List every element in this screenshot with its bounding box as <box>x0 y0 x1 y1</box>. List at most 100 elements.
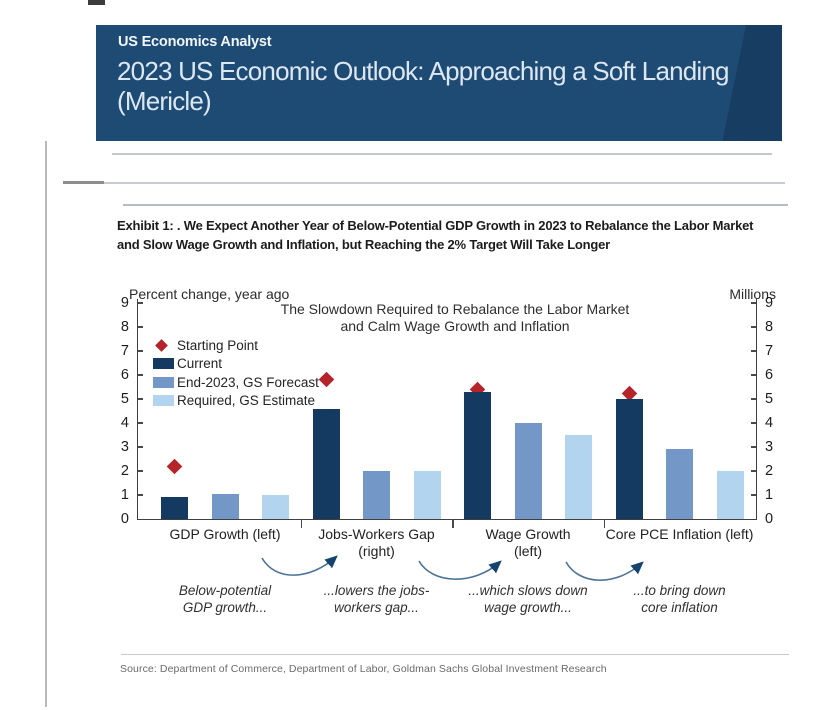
tick-label-right-1: 1 <box>765 487 774 503</box>
annotation-1: Below-potential GDP growth... <box>178 583 272 615</box>
tick-right-4 <box>751 422 756 424</box>
category-label-jobs-workers-gap: Jobs-Workers Gap (right) <box>318 526 435 559</box>
legend-item: Starting Point <box>150 336 319 355</box>
tick-left-9 <box>138 302 143 304</box>
legend-swatch-icon <box>153 376 174 388</box>
annotation-3: ...which slows down wage growth... <box>468 583 588 615</box>
legend-diamond-icon <box>155 338 168 352</box>
tick-label-left-2: 2 <box>120 463 129 479</box>
bar-current-wage-growth <box>464 391 491 519</box>
legend-label: End-2023, GS Forecast <box>177 374 319 390</box>
tick-label-left-1: 1 <box>120 487 129 503</box>
bar-required-gs-estimate-core-pce-inflation-left <box>716 471 744 519</box>
tick-label-left-8: 8 <box>120 319 129 335</box>
legend-item: End-2023, GS Forecast <box>150 373 319 392</box>
tick-left-5 <box>138 398 143 400</box>
annotation-4: ...to bring down core inflation <box>633 583 726 615</box>
chart-title-line2: and Calm Wage Growth and Inflation <box>340 318 570 334</box>
tick-label-right-8: 8 <box>765 319 774 335</box>
category-separator-2 <box>452 519 454 528</box>
bar-required-gs-estimate-jobs-workers-gap <box>413 471 441 519</box>
tick-label-right-3: 3 <box>765 439 774 455</box>
tick-right-7 <box>751 350 756 352</box>
bar-end-2023-gs-forecast-gdp-growth-left <box>211 493 239 519</box>
y-axis-left <box>137 299 139 520</box>
legend-label: Current <box>177 356 223 372</box>
tick-left-2 <box>138 470 143 472</box>
horizontal-rule-1 <box>112 153 772 155</box>
y-axis-right <box>756 299 758 520</box>
report-banner: US Economics Analyst 2023 US Economic Ou… <box>96 25 782 141</box>
tick-right-3 <box>751 446 756 448</box>
tick-label-left-4: 4 <box>120 415 129 431</box>
tick-label-right-5: 5 <box>765 391 774 407</box>
tick-label-left-5: 5 <box>120 391 129 407</box>
bar-required-gs-estimate-wage-growth <box>565 435 592 519</box>
tick-left-3 <box>138 446 143 448</box>
tick-left-7 <box>138 350 143 352</box>
category-separator-1 <box>300 519 303 528</box>
tick-right-2 <box>751 470 756 472</box>
bar-end-2023-gs-forecast-jobs-workers-gap <box>363 471 390 519</box>
tick-label-right-0: 0 <box>765 511 774 527</box>
bar-end-2023-gs-forecast-core-pce-inflation-left <box>666 449 693 519</box>
x-axis <box>137 519 757 521</box>
tick-label-left-7: 7 <box>120 343 129 359</box>
exhibit-title-line2: and Slow Wage Growth and Inflation, but … <box>117 237 611 252</box>
page-margin-line <box>45 141 47 707</box>
tick-label-left-9: 9 <box>120 295 129 311</box>
tick-left-4 <box>138 422 143 424</box>
tick-label-right-6: 6 <box>765 367 774 383</box>
horizontal-rule-3 <box>123 204 788 206</box>
legend-item: Current <box>150 355 319 374</box>
category-label-core-pce-inflation-left: Core PCE Inflation (left) <box>605 526 754 542</box>
bar-current-gdp-growth-left <box>161 497 188 519</box>
tick-label-right-7: 7 <box>765 343 774 359</box>
bar-required-gs-estimate-gdp-growth-left <box>262 495 289 519</box>
category-separator-3 <box>603 519 606 528</box>
tick-label-left-6: 6 <box>120 367 129 383</box>
tick-label-right-2: 2 <box>765 463 774 479</box>
left-axis-caption: Percent change, year ago <box>129 286 290 302</box>
chart-title-line1: The Slowdown Required to Rebalance the L… <box>280 301 630 317</box>
source-divider <box>121 654 789 655</box>
tick-left-8 <box>138 326 143 328</box>
starting-point-marker-jobs-workers-gap <box>318 372 334 388</box>
report-title: 2023 US Economic Outlook: Approaching a … <box>117 56 730 116</box>
tick-right-9 <box>751 302 756 304</box>
right-axis-caption: Millions <box>729 286 776 302</box>
tick-left-1 <box>138 494 143 496</box>
scan-artifact-mark <box>88 0 105 5</box>
legend-label: Required, GS Estimate <box>177 393 316 409</box>
source-note: Source: Department of Commerce, Departme… <box>120 663 607 675</box>
tick-right-5 <box>751 398 756 400</box>
legend-item: Required, GS Estimate <box>150 392 319 411</box>
bar-current-jobs-workers-gap <box>312 408 340 519</box>
legend-swatch-icon <box>153 358 174 370</box>
horizontal-rule-2 <box>104 182 785 184</box>
category-label-wage-growth: Wage Growth (left) <box>485 526 571 559</box>
legend-swatch-icon <box>153 395 174 407</box>
category-label-gdp-growth-left: GDP Growth (left) <box>169 526 281 542</box>
bar-current-core-pce-inflation-left <box>615 399 643 519</box>
exhibit-title: Exhibit 1: . We Expect Another Year of B… <box>117 216 817 254</box>
tick-label-left-0: 0 <box>120 511 129 527</box>
report-series-label: US Economics Analyst <box>118 34 272 50</box>
legend-label: Starting Point <box>177 337 259 353</box>
chart-title: The Slowdown Required to Rebalance the L… <box>230 301 680 335</box>
tick-right-8 <box>751 326 756 328</box>
tick-label-left-3: 3 <box>120 439 129 455</box>
tick-right-6 <box>751 374 756 376</box>
starting-point-marker-gdp-growth-left <box>166 458 183 474</box>
tick-right-1 <box>751 494 756 496</box>
tick-label-right-4: 4 <box>765 415 774 431</box>
chart-legend: Starting Point Current End-2023, GS Foreca… <box>150 336 319 410</box>
tick-left-6 <box>138 374 143 376</box>
exhibit-title-line1: Exhibit 1: . We Expect Another Year of B… <box>117 218 754 233</box>
report-title-line2: (Mericle) <box>117 86 212 116</box>
annotation-2: ...lowers the jobs-workers gap... <box>323 583 430 615</box>
bar-end-2023-gs-forecast-wage-growth <box>514 423 542 519</box>
report-title-line1: 2023 US Economic Outlook: Approaching a … <box>117 56 730 86</box>
